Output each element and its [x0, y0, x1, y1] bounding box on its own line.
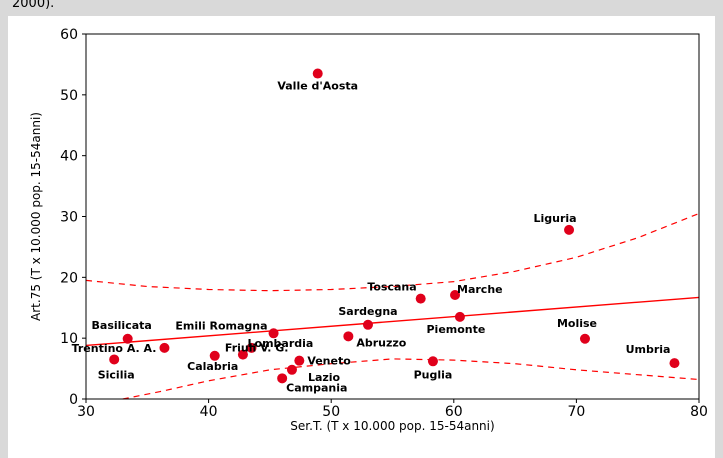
point-label: Valle d'Aosta	[277, 80, 358, 93]
y-tick-label: 0	[69, 392, 78, 408]
caption-strip: 2000).	[0, 0, 723, 16]
data-point	[579, 333, 590, 344]
point-label: Campania	[286, 381, 347, 394]
x-tick-label: 50	[322, 404, 340, 420]
data-point	[237, 349, 248, 360]
caption-fragment: 2000).	[12, 0, 55, 11]
data-point	[294, 355, 305, 366]
data-points	[109, 68, 680, 384]
data-point	[209, 350, 220, 361]
data-point	[277, 373, 288, 384]
point-labels: Valle d'Aosta Liguria Marche Toscana Sardegn…	[72, 80, 671, 395]
point-label: Toscana	[367, 281, 416, 294]
y-axis-title: Art.75 (T x 10.000 pop. 15-54anni)	[29, 112, 43, 321]
point-label: Lazio	[308, 371, 341, 384]
y-tick-label: 50	[60, 88, 78, 104]
point-label: Basilicata	[92, 319, 152, 332]
data-point	[159, 342, 170, 353]
confidence-band-upper	[85, 212, 700, 292]
point-label: Puglia	[414, 368, 453, 381]
data-point	[343, 331, 354, 342]
point-label: Lombardia	[248, 337, 314, 350]
point-label: Abruzzo	[356, 336, 406, 349]
point-label: Calabria	[187, 360, 238, 373]
right-margin-strip	[715, 16, 723, 458]
y-tick-label: 30	[60, 210, 78, 226]
point-label: Umbria	[626, 343, 671, 356]
confidence-band	[85, 212, 700, 400]
data-point	[669, 358, 680, 369]
point-label: Friuli V. G.	[225, 342, 289, 355]
y-tick-label: 10	[60, 331, 78, 347]
y-tick-label: 20	[60, 270, 78, 286]
data-point	[454, 311, 465, 322]
regression-line-layer	[85, 296, 700, 347]
x-tick-label: 40	[200, 404, 218, 420]
data-point	[427, 356, 438, 367]
point-label: Veneto	[307, 355, 351, 368]
point-label: Sardegna	[338, 305, 397, 318]
x-tick-label: 30	[77, 404, 95, 420]
data-point	[109, 354, 120, 365]
point-label: Emili Romagna	[175, 319, 267, 332]
point-label: Marche	[457, 283, 503, 296]
y-tick-label: 40	[60, 149, 78, 165]
point-label: Trentino A. A.	[72, 342, 157, 355]
data-point	[362, 319, 373, 330]
x-tick-label: 80	[690, 404, 708, 420]
x-tick-label: 70	[567, 404, 585, 420]
data-point	[246, 342, 257, 353]
data-point	[564, 224, 575, 235]
y-tick-label: 60	[60, 27, 78, 43]
regression-line	[85, 296, 700, 347]
x-tick-label: 60	[445, 404, 463, 420]
data-point	[450, 289, 461, 300]
point-label: Liguria	[533, 212, 576, 225]
point-label: Sicilia	[98, 368, 135, 381]
data-point	[312, 68, 323, 79]
left-margin-strip	[0, 16, 8, 458]
data-point	[268, 328, 279, 339]
data-point	[415, 293, 426, 304]
point-label: Piemonte	[426, 323, 485, 336]
data-point	[122, 333, 133, 344]
confidence-band-lower	[122, 358, 700, 400]
x-axis-title: Ser.T. (T x 10.000 pop. 15-54anni)	[290, 419, 494, 433]
point-label: Molise	[557, 317, 597, 330]
data-point	[286, 364, 297, 375]
